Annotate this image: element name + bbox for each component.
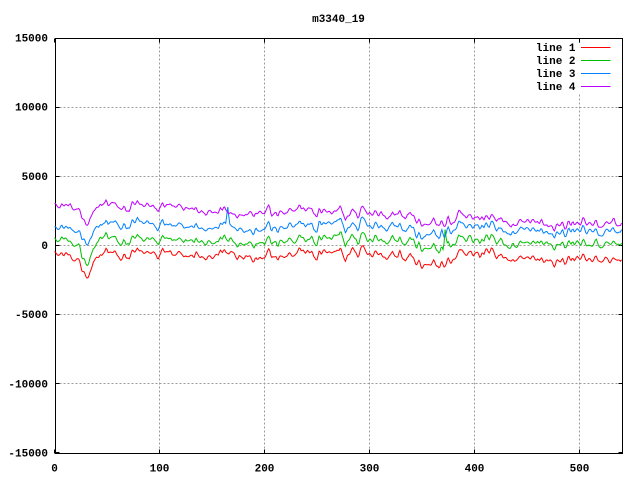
svg-text:-10000: -10000 — [8, 379, 48, 391]
svg-text:300: 300 — [360, 464, 380, 476]
svg-text:line 2: line 2 — [536, 56, 576, 68]
svg-text:100: 100 — [150, 464, 170, 476]
svg-text:10000: 10000 — [15, 103, 48, 115]
svg-text:200: 200 — [255, 464, 275, 476]
svg-text:500: 500 — [570, 464, 590, 476]
svg-text:m3340_19: m3340_19 — [312, 14, 365, 26]
svg-text:0: 0 — [51, 464, 58, 476]
svg-text:5000: 5000 — [22, 172, 48, 184]
svg-text:line 4: line 4 — [536, 82, 576, 94]
svg-text:400: 400 — [465, 464, 485, 476]
svg-text:0: 0 — [41, 241, 48, 253]
svg-text:-15000: -15000 — [8, 449, 48, 461]
svg-text:15000: 15000 — [15, 34, 48, 46]
svg-text:line 1: line 1 — [536, 43, 576, 55]
svg-text:-5000: -5000 — [15, 310, 48, 322]
svg-text:line 3: line 3 — [536, 69, 576, 81]
